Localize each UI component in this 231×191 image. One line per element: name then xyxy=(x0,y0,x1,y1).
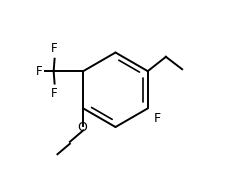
Text: F: F xyxy=(51,42,58,55)
Text: F: F xyxy=(36,65,42,78)
Text: F: F xyxy=(51,87,58,100)
Text: O: O xyxy=(77,121,87,134)
Text: F: F xyxy=(153,112,161,125)
